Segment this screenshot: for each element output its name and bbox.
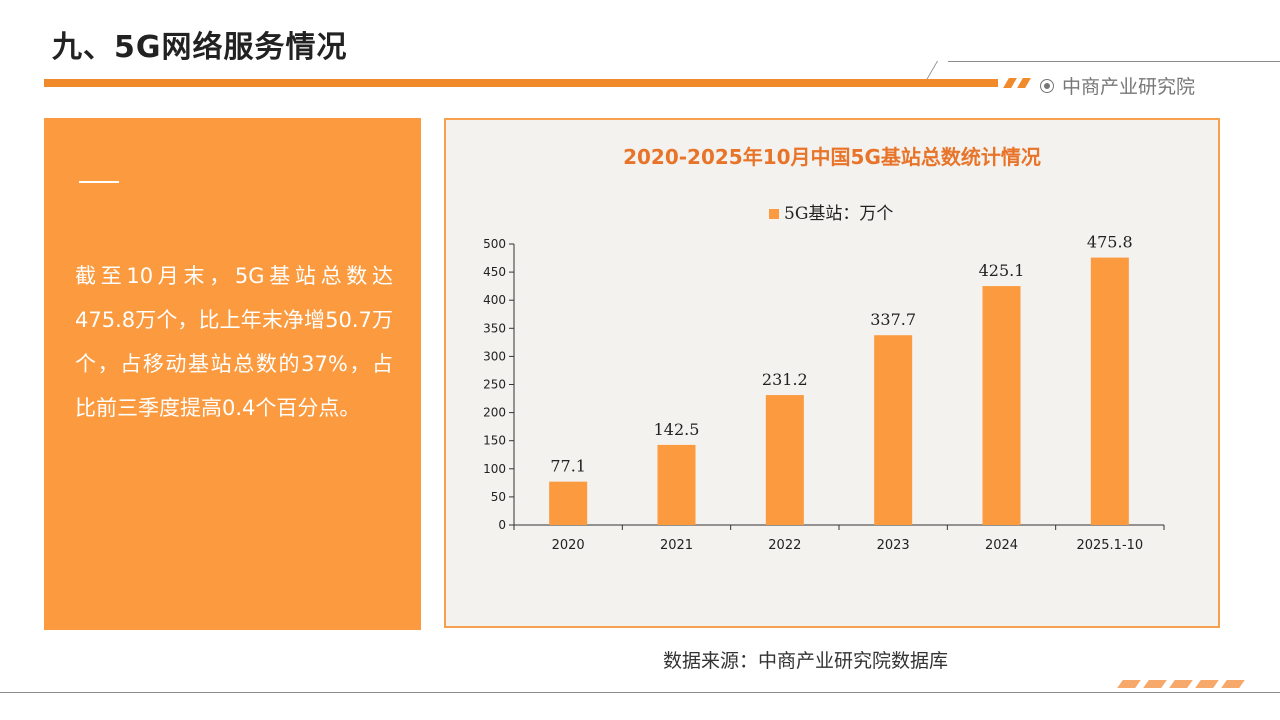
y-tick-label: 450 [483,265,506,279]
footer-deco-slash [1195,680,1219,688]
data-label: 77.1 [550,457,586,476]
legend-swatch [769,209,779,219]
x-tick-label: 2025.1-10 [1076,538,1143,553]
x-tick-label: 2024 [985,538,1018,553]
y-tick-label: 200 [483,406,506,420]
data-label: 337.7 [870,310,916,329]
bar [874,335,913,525]
target-icon [1040,78,1054,93]
header-line-diagonal [926,61,938,79]
footer-deco-slash [1117,680,1141,688]
footer-deco-slash [1143,680,1167,688]
chart-title: 2020-2025年10月中国5G基站总数统计情况 [623,145,1041,169]
y-tick-label: 150 [483,434,506,448]
data-label: 425.1 [979,261,1025,280]
y-tick-label: 350 [483,321,506,335]
brand: 中商产业研究院 [1040,72,1195,99]
bar [1090,257,1129,525]
bar [765,395,804,525]
x-tick-label: 2020 [552,538,585,553]
summary-panel: 截至10月末，5G基站总数达475.8万个，比上年末净增50.7万个，占移动基站… [44,118,421,630]
chart-frame: 2020-2025年10月中国5G基站总数统计情况 5G基站：万个 0 50 100 15… [444,118,1220,628]
data-label: 142.5 [654,420,700,439]
y-tick-label: 300 [483,349,506,363]
footer-deco-slash [1169,680,1193,688]
bar [982,286,1021,525]
brand-label: 中商产业研究院 [1062,76,1196,98]
y-tick-label: 400 [483,293,506,307]
x-tick-label: 2023 [877,538,910,553]
summary-text: 截至10月末，5G基站总数达475.8万个，比上年末净增50.7万个，占移动基站… [75,264,393,420]
title-deco-slash [1003,78,1017,88]
bar [657,444,696,525]
footer-deco-slash [1221,680,1245,688]
legend-label: 5G基站：万个 [784,204,893,224]
y-tick-label: 250 [483,378,506,392]
y-tick-label: 500 [483,237,506,251]
y-tick-label: 50 [491,490,506,504]
x-tick-label: 2021 [660,538,693,553]
page-title: 九、5G网络服务情况 [52,30,348,65]
header-line [948,61,1280,62]
data-label: 475.8 [1087,233,1133,252]
y-tick-label: 0 [498,518,506,532]
bar [549,481,588,525]
title-deco-slash [1017,78,1031,88]
bar-chart: 2020-2025年10月中国5G基站总数统计情况 5G基站：万个 0 50 100 15… [483,145,1165,553]
panel-rule [79,181,119,183]
data-label: 231.2 [762,370,808,389]
x-tick-label: 2022 [768,538,801,553]
footer-line [0,692,1280,693]
source-note: 数据来源：中商产业研究院数据库 [663,650,949,672]
title-underline-bar [44,79,998,87]
y-tick-label: 100 [483,462,506,476]
